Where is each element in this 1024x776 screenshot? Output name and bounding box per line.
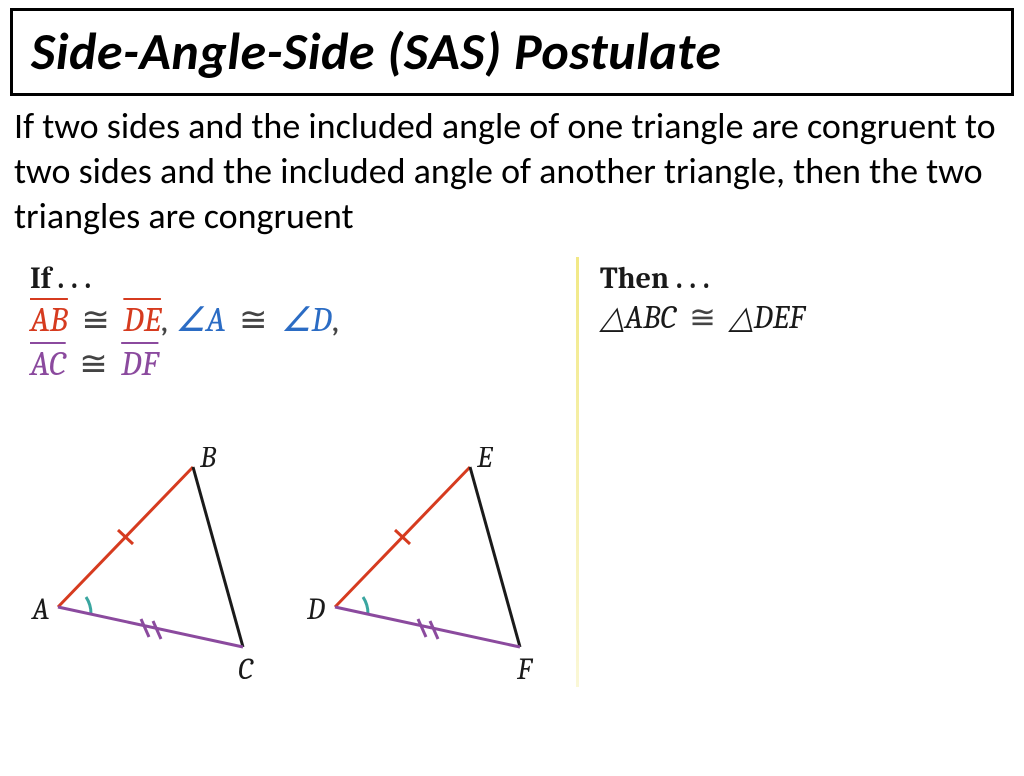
angle-arc-d <box>363 597 368 614</box>
vertical-divider <box>576 257 579 687</box>
side-ef <box>470 467 520 647</box>
segment-ab: AB <box>30 300 68 340</box>
if-condition-line2: AC ≅ DF <box>30 340 339 384</box>
then-label: Then . . . <box>600 261 805 296</box>
vertex-d-label: D <box>306 592 325 627</box>
angle-arc-a <box>86 597 91 614</box>
side-df <box>335 607 520 647</box>
congruent-icon: ≅ <box>73 344 114 384</box>
page-title: Side-Angle-Side (SAS) Postulate <box>31 19 993 83</box>
figure-area: If . . . AB ≅ DE, ∠A ≅ ∠D, AC ≅ DF Then … <box>0 257 1024 737</box>
if-block: If . . . AB ≅ DE, ∠A ≅ ∠D, AC ≅ DF <box>30 261 339 384</box>
vertex-b-label: B <box>199 447 217 475</box>
side-ac <box>58 607 243 647</box>
segment-de: DE <box>123 300 161 340</box>
then-block: Then . . . △ABC ≅ △DEF <box>600 261 805 336</box>
triangle-def: D E F <box>305 447 575 697</box>
postulate-text: If two sides and the included angle of o… <box>0 96 1024 239</box>
triangle-abc: A B C <box>28 447 298 697</box>
segment-df: DF <box>121 344 158 384</box>
segment-ac: AC <box>30 344 66 384</box>
tick-df-1 <box>418 619 426 637</box>
angle-d: ∠D <box>281 300 332 340</box>
then-conclusion: △ABC ≅ △DEF <box>600 296 805 336</box>
angle-a: ∠A <box>175 300 225 340</box>
congruent-icon: ≅ <box>75 300 116 340</box>
if-label: If . . . <box>30 261 339 296</box>
congruent-icon: ≅ <box>233 300 274 340</box>
vertex-e-label: E <box>476 447 494 475</box>
vertex-f-label: F <box>516 652 534 687</box>
tick-ac-1 <box>141 619 149 637</box>
side-bc <box>193 467 243 647</box>
vertex-a-label: A <box>31 592 49 627</box>
title-box: Side-Angle-Side (SAS) Postulate <box>10 8 1014 96</box>
vertex-c-label: C <box>238 652 254 687</box>
if-condition-line1: AB ≅ DE, ∠A ≅ ∠D, <box>30 296 339 340</box>
